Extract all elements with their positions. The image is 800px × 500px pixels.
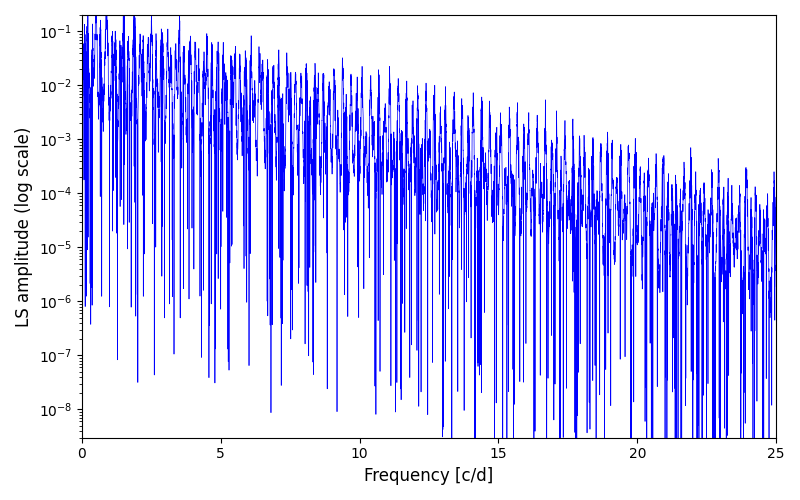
Y-axis label: LS amplitude (log scale): LS amplitude (log scale) (15, 126, 33, 326)
X-axis label: Frequency [c/d]: Frequency [c/d] (364, 467, 494, 485)
